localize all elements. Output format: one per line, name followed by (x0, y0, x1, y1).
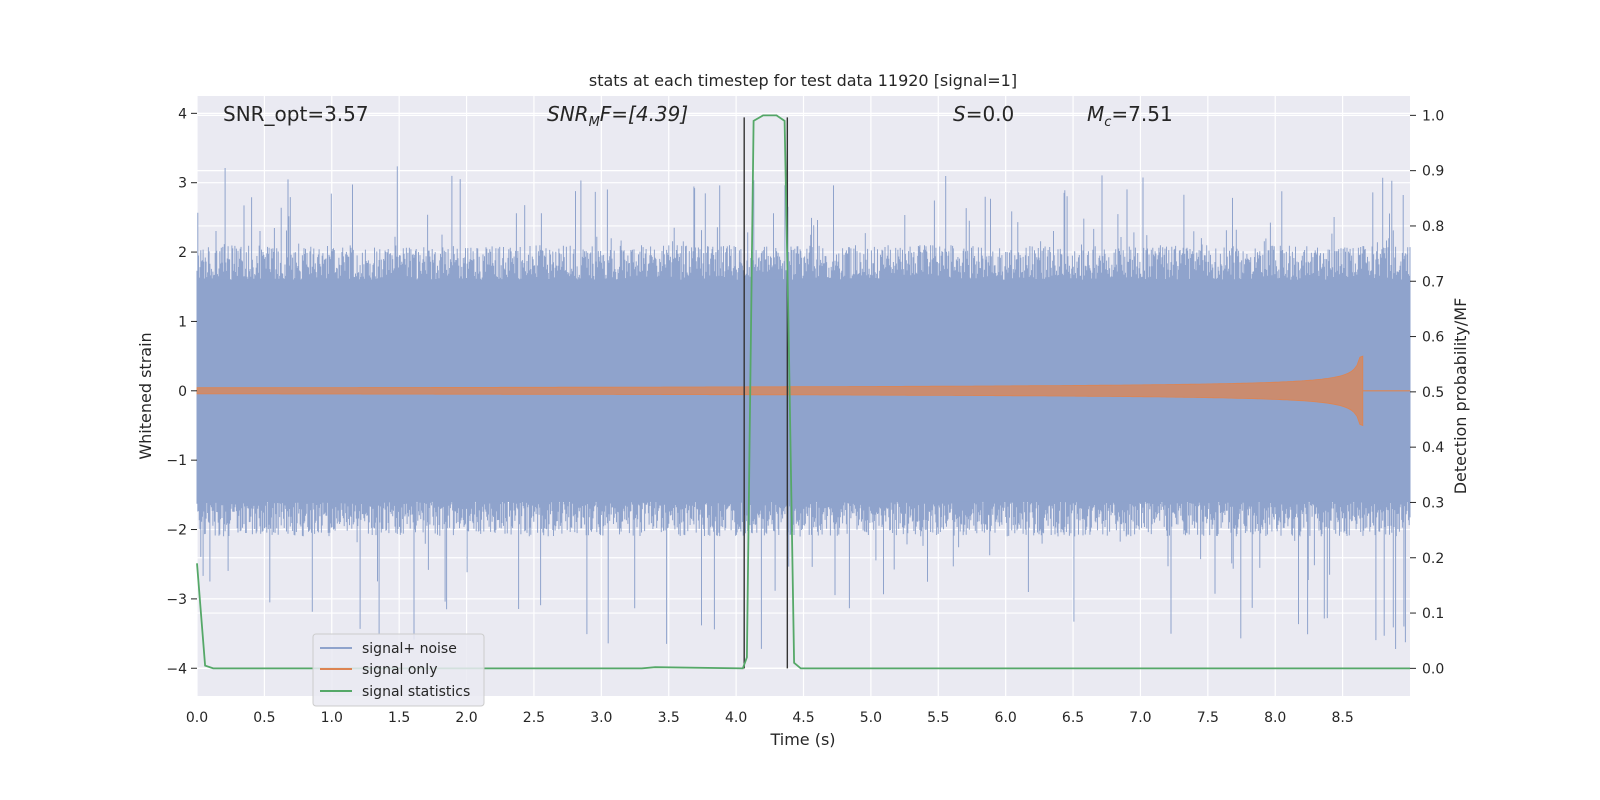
x-tick-label: 2.0 (455, 710, 477, 726)
y-axis-right-ticks: 1.0 0.9 0.8 0.7 0.6 0.5 0.4 0.3 0.2 0.1 0.0 (1410, 108, 1444, 677)
s-value: =0.0 (966, 102, 1015, 126)
x-tick-label: 8.5 (1331, 710, 1353, 726)
chart-title: stats at each timestep for test data 119… (589, 71, 1017, 90)
snr-opt-annotation: SNR_opt=3.57 (223, 102, 369, 126)
mc-annotation: Mc=7.51 (1087, 102, 1173, 130)
y-right-tick-label: 0.3 (1422, 495, 1444, 511)
y-left-tick-label: −2 (166, 523, 187, 539)
s-annotation: S=0.0 (953, 102, 1014, 126)
y-left-tick-label: 0 (178, 384, 187, 400)
x-tick-label: 5.0 (860, 710, 882, 726)
legend-label-signal-statistics: signal statistics (362, 684, 470, 700)
x-tick-label: 0.0 (186, 710, 208, 726)
mc-subscript: c (1104, 115, 1111, 130)
legend: signal+ noise signal only signal statist… (312, 633, 485, 707)
y-right-tick-label: 0.8 (1422, 219, 1444, 235)
signal-only-series (196, 355, 1410, 427)
mc-symbol: M (1087, 102, 1104, 126)
y-right-tick-label: 0.4 (1422, 440, 1444, 456)
snr-mf-subscript: M (589, 115, 600, 130)
mc-value: =7.51 (1111, 102, 1172, 126)
y-axis-left-ticks: 4 3 2 1 0 −1 −2 −3 −4 (166, 106, 197, 677)
x-tick-label: 3.0 (590, 710, 612, 726)
vertical-markers (743, 117, 789, 669)
y-axis-left-label: Whitened strain (136, 332, 155, 459)
x-tick-label: 8.0 (1264, 710, 1286, 726)
y-right-tick-label: 0.0 (1422, 661, 1444, 677)
legend-box (312, 633, 485, 707)
y-right-tick-label: 0.2 (1422, 551, 1444, 567)
y-right-tick-label: 0.7 (1422, 274, 1444, 290)
snr-mf-value: F=[4.39] (600, 102, 688, 126)
x-tick-label: 7.0 (1129, 710, 1151, 726)
y-left-tick-label: −1 (166, 453, 187, 469)
snr-mf-annotation: SNRMF=[4.39] (547, 102, 688, 130)
y-left-tick-label: 1 (178, 314, 187, 330)
x-axis-ticks: 0.0 0.5 1.0 1.5 2.0 2.5 3.0 3.5 4.0 4.5 5.0 5.5 6.0 6… (186, 710, 1354, 726)
x-tick-label: 6.0 (995, 710, 1017, 726)
x-tick-label: 4.0 (725, 710, 747, 726)
x-tick-label: 4.5 (792, 710, 814, 726)
y-right-tick-label: 0.6 (1422, 330, 1444, 346)
y-left-tick-label: 2 (178, 245, 187, 261)
legend-label-signal-only: signal only (362, 662, 437, 678)
y-left-tick-label: 4 (178, 106, 187, 122)
legend-label-signal-noise: signal+ noise (362, 641, 457, 657)
y-right-tick-label: 1.0 (1422, 108, 1444, 124)
x-tick-label: 6.5 (1062, 710, 1084, 726)
x-tick-label: 7.5 (1197, 710, 1219, 726)
y-left-tick-label: −4 (166, 661, 187, 677)
x-axis-label: Time (s) (769, 730, 835, 749)
x-tick-label: 3.5 (658, 710, 680, 726)
x-tick-label: 0.5 (253, 710, 275, 726)
x-tick-label: 1.0 (321, 710, 343, 726)
y-right-tick-label: 0.9 (1422, 164, 1444, 180)
x-tick-label: 1.5 (388, 710, 410, 726)
y-left-tick-label: −3 (166, 592, 187, 608)
snr-mf-symbol: SNR (547, 102, 589, 126)
signal-only-chirp (196, 355, 1364, 427)
s-symbol: S (953, 102, 966, 126)
y-left-tick-label: 3 (178, 176, 187, 192)
x-tick-label: 5.5 (927, 710, 949, 726)
y-right-tick-label: 0.1 (1422, 606, 1444, 622)
y-axis-right-label: Detection probability/MF (1451, 298, 1470, 495)
x-tick-label: 2.5 (523, 710, 545, 726)
y-right-tick-label: 0.5 (1422, 385, 1444, 401)
